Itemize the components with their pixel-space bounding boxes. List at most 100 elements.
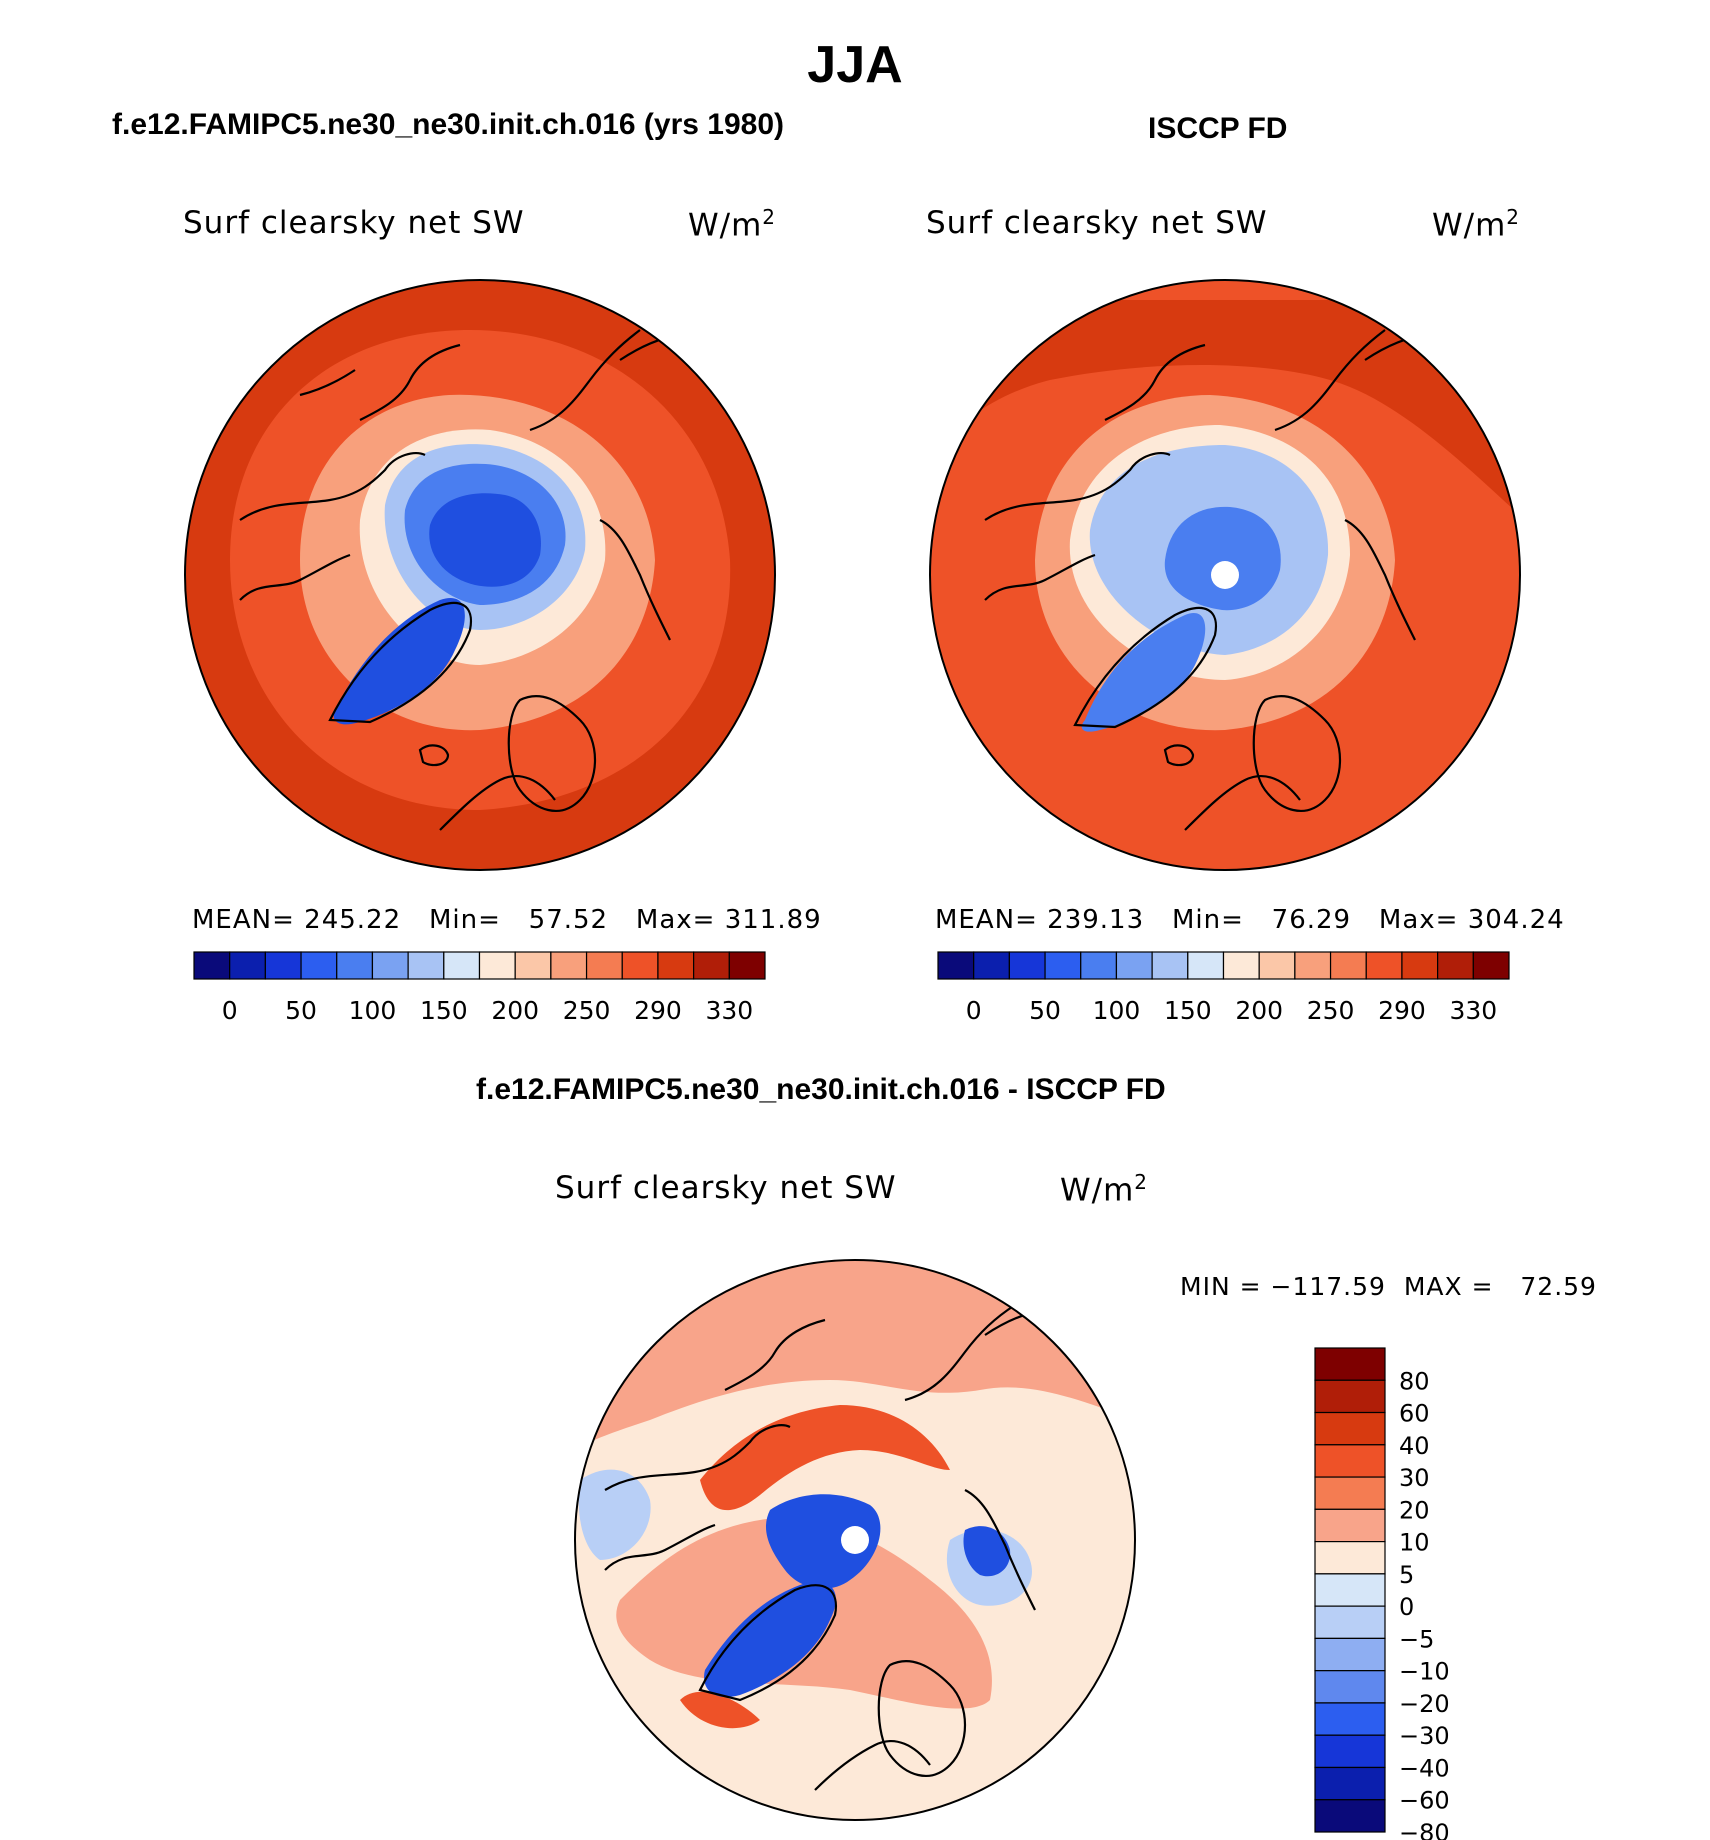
diff-colorbar-swatch [1314, 1411, 1386, 1446]
obs-coastlines [984, 329, 1456, 831]
model-max-value: 311.89 [724, 905, 822, 935]
model-map-outline [184, 279, 776, 871]
obs-colorbar-swatch [1044, 951, 1082, 980]
diff-colorbar-swatch [1314, 1734, 1386, 1769]
obs-colorbar-swatch [1151, 951, 1189, 980]
model-colorbar-swatch [264, 951, 302, 980]
model-coastlines [239, 329, 711, 831]
model-mean-value: 245.22 [304, 905, 402, 935]
diff-colorbar-swatch [1314, 1379, 1386, 1414]
diff-field-red-south [680, 1691, 760, 1729]
diff-colorbar-tick-label: 0 [1399, 1593, 1414, 1621]
diff-colorbar-swatch [1314, 1347, 1386, 1381]
obs-heading: ISCCP FD [1148, 112, 1288, 145]
diff-field-blue-east [963, 1526, 1011, 1577]
model-mean-label: MEAN= [192, 905, 295, 935]
obs-field-greenland [1081, 613, 1206, 732]
diff-colorbar-tick-label: 80 [1399, 1367, 1430, 1395]
model-field-greenland-low [333, 598, 465, 725]
obs-colorbar-swatch [1258, 951, 1296, 980]
obs-colorbar-swatch [1329, 951, 1367, 980]
obs-mean-label: MEAN= [935, 905, 1038, 935]
diff-map [575, 1260, 1135, 1820]
obs-max-label: Max= [1378, 905, 1459, 935]
obs-min-label: Min= [1171, 905, 1244, 935]
diff-field-salmon-north [575, 1260, 1135, 1450]
model-colorbar-swatch [229, 951, 266, 980]
diff-colorbar-swatch [1314, 1799, 1386, 1833]
model-colorbar-tick-label: 50 [285, 996, 317, 1025]
model-colorbar-tick-label: 150 [420, 996, 468, 1025]
model-heading: f.e12.FAMIPC5.ne30_ne30.init.ch.016 (yrs… [112, 108, 784, 141]
model-colorbar-swatch [193, 951, 231, 980]
diff-min-label: MIN = [1180, 1272, 1262, 1301]
diff-colorbar-tick-label: 30 [1399, 1464, 1430, 1492]
model-units-label: W/m2 [688, 205, 776, 243]
diff-units: W/m [1060, 1172, 1135, 1209]
obs-colorbar-tick-label: 290 [1378, 996, 1426, 1025]
model-stats: MEAN= 245.22 Min= 57.52 Max= 311.89 [192, 905, 822, 935]
model-units: W/m [688, 207, 763, 244]
obs-colorbar-tick-label: 50 [1029, 996, 1061, 1025]
diff-colorbar: 80 60 40 30 20 10 5 0 −5 −10 −20 −30 −40 −60 −80 [1314, 1347, 1450, 1840]
diff-colorbar-swatch [1314, 1702, 1386, 1736]
diff-colorbar-tick-label: −60 [1399, 1787, 1450, 1815]
model-colorbar-swatch [443, 951, 481, 980]
model-colorbar-swatch [585, 951, 623, 980]
obs-colorbar-swatch [1472, 951, 1510, 980]
diff-colorbar-tick-label: 10 [1399, 1529, 1430, 1557]
diff-colorbar-swatch [1314, 1637, 1386, 1672]
obs-variable-label: Surf clearsky net SW [926, 205, 1268, 241]
model-colorbar-swatch [478, 951, 516, 980]
model-colorbar-swatch [514, 951, 552, 980]
obs-max-value: 304.24 [1467, 905, 1565, 935]
model-colorbar-swatch [728, 951, 766, 980]
diff-colorbar-tick-label: −30 [1399, 1722, 1450, 1750]
obs-colorbar-tick-label: 150 [1164, 996, 1212, 1025]
diff-colorbar-tick-label: −20 [1399, 1690, 1450, 1718]
model-min-value: 57.52 [528, 905, 609, 935]
obs-colorbar-swatch [937, 951, 975, 980]
diff-colorbar-tick-label: −40 [1399, 1754, 1450, 1782]
obs-colorbar-swatch [973, 951, 1010, 980]
obs-colorbar-swatch [1437, 951, 1474, 980]
difference-heading: f.e12.FAMIPC5.ne30_ne30.init.ch.016 - IS… [476, 1073, 1166, 1106]
diff-colorbar-swatch [1314, 1444, 1386, 1478]
obs-colorbar-swatch [1115, 951, 1153, 980]
obs-units-exp: 2 [1506, 205, 1521, 229]
model-colorbar-tick-label: 330 [705, 996, 753, 1025]
diff-field-blue-greenland [704, 1581, 836, 1698]
diff-colorbar-swatch [1314, 1476, 1386, 1510]
model-colorbar-swatch [550, 951, 588, 980]
obs-colorbar-tick-label: 250 [1307, 996, 1355, 1025]
model-colorbar: 0 50 100 150 200 250 290 330 [193, 951, 766, 1025]
diff-field-lightblue-west [578, 1469, 651, 1560]
model-colorbar-tick-label: 100 [349, 996, 397, 1025]
diff-max-label: MAX = [1403, 1272, 1494, 1301]
obs-colorbar-swatch [1008, 951, 1046, 980]
diff-colorbar-tick-label: −10 [1399, 1658, 1450, 1686]
model-max-label: Max= [635, 905, 716, 935]
model-units-exp: 2 [762, 205, 777, 229]
obs-units: W/m [1432, 207, 1507, 244]
diff-colorbar-swatch [1314, 1605, 1386, 1639]
obs-colorbar-tick-label: 200 [1235, 996, 1283, 1025]
obs-stats: MEAN= 239.13 Min= 76.29 Max= 304.24 [935, 905, 1565, 935]
obs-colorbar-tick-label: 100 [1093, 996, 1141, 1025]
obs-mean-value: 239.13 [1047, 905, 1145, 935]
diff-colorbar-tick-label: 40 [1399, 1432, 1430, 1460]
diff-colorbar-swatch [1314, 1766, 1386, 1801]
obs-colorbar-swatch [1294, 951, 1332, 980]
model-map [185, 280, 775, 870]
obs-units-label: W/m2 [1432, 205, 1520, 243]
model-colorbar-tick-label: 250 [563, 996, 611, 1025]
diff-colorbar-swatch [1314, 1670, 1386, 1704]
diff-colorbar-tick-label: −80 [1399, 1819, 1450, 1840]
model-colorbar-tick-label: 290 [634, 996, 682, 1025]
model-field-low-center [429, 493, 541, 587]
obs-colorbar-swatch [1365, 951, 1403, 980]
diff-units-exp: 2 [1134, 1170, 1149, 1194]
obs-min-value: 76.29 [1271, 905, 1352, 935]
